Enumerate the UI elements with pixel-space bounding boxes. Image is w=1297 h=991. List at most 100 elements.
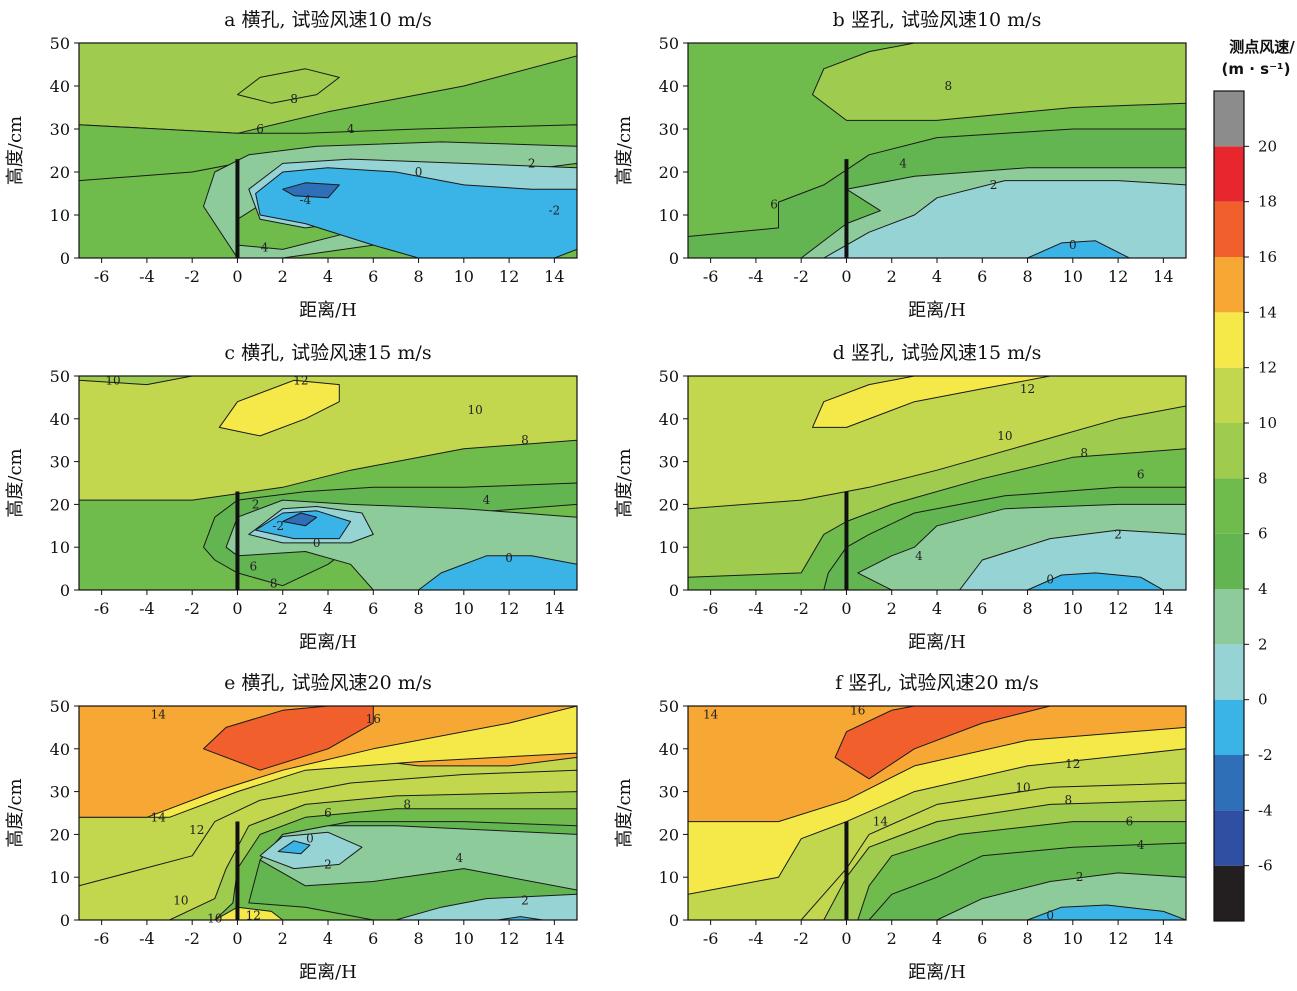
- y-tick-label: 30: [659, 783, 679, 802]
- colorbar-swatch: [1214, 423, 1244, 478]
- colorbar-title-line1: 测点风速/: [1229, 38, 1295, 56]
- x-tick-label: -4: [748, 267, 764, 286]
- y-tick-label: 0: [669, 911, 679, 930]
- x-tick-label: 4: [323, 267, 333, 286]
- contour-label: 2: [1076, 870, 1084, 884]
- contour-label: 14: [873, 815, 889, 829]
- colorbar: 测点风速/ (m · s⁻¹) -6-4-202468101214161820: [1214, 38, 1295, 921]
- x-tick-label: 2: [887, 267, 897, 286]
- panel-b: 8 4 2 6 0 -6 -4 -2 0 2 4 6 8 10 12 14 0 10 20 30 40 50 b 竖孔, 试…: [614, 9, 1186, 321]
- x-tick-label: 0: [841, 599, 851, 618]
- x-tick-label: -4: [139, 599, 155, 618]
- contour-label: 12: [1020, 382, 1035, 396]
- y-axis-label: 高度/cm: [614, 778, 635, 847]
- x-tick-label: -2: [184, 929, 200, 948]
- x-tick-label: -2: [184, 267, 200, 286]
- y-tick-label: 30: [50, 120, 70, 139]
- contour-label: 10: [207, 912, 222, 926]
- contour-label: 2: [990, 178, 998, 192]
- x-tick-label: -6: [703, 599, 719, 618]
- x-tick-label: 14: [544, 929, 564, 948]
- contour-label: 12: [1065, 757, 1080, 771]
- colorbar-tick-label: -6: [1258, 857, 1273, 875]
- x-tick-label: -4: [139, 929, 155, 948]
- contour-label: 4: [347, 122, 355, 136]
- colorbar-swatch: [1214, 755, 1244, 810]
- colorbar-title-line2: (m · s⁻¹): [1222, 60, 1291, 78]
- y-tick-label: 20: [50, 163, 70, 182]
- x-tick-label: 6: [368, 267, 378, 286]
- contour-label: 0: [415, 165, 423, 179]
- colorbar-swatch: [1214, 644, 1244, 699]
- x-tick-label: 14: [1153, 267, 1173, 286]
- contour-label: -2: [549, 204, 561, 218]
- panel-e: 14 1614126802 421010 12-6 -4 -2 0 2 4 6 8 10 12 14010…: [5, 672, 577, 983]
- y-tick-label: 10: [50, 206, 70, 225]
- x-tick-label: -2: [184, 599, 200, 618]
- x-tick-label: 10: [454, 267, 474, 286]
- colorbar-tick-label: 2: [1258, 635, 1268, 653]
- x-tick-label: 2: [887, 929, 897, 948]
- x-tick-label: 0: [232, 267, 242, 286]
- y-axis-label: 高度/cm: [5, 778, 26, 847]
- x-tick-label: -6: [703, 929, 719, 948]
- panels-group: 86 420-4-24-6 -4 -2 0 2 4 6 8 10 12 1401020304050a …: [5, 9, 1186, 983]
- contour-label: 4: [455, 851, 463, 865]
- x-tick-label: 10: [1063, 267, 1083, 286]
- colorbar-swatch: [1214, 202, 1244, 257]
- x-tick-label: 6: [977, 929, 987, 948]
- y-tick-label: 20: [50, 495, 70, 514]
- x-axis-label: 距离/H: [299, 300, 357, 321]
- y-tick-label: 40: [50, 740, 70, 759]
- x-tick-label: 0: [232, 599, 242, 618]
- x-tick-label: 14: [544, 267, 564, 286]
- contour-label: 2: [324, 857, 332, 871]
- x-axis-label: 距离/H: [299, 632, 357, 653]
- contour-label: 0: [313, 536, 321, 550]
- colorbar-tick-label: 8: [1258, 469, 1268, 487]
- x-tick-label: 10: [454, 929, 474, 948]
- x-tick-label: 12: [499, 267, 519, 286]
- x-tick-label: 0: [841, 929, 851, 948]
- contour-label: 6: [256, 122, 264, 136]
- x-tick-label: 6: [977, 599, 987, 618]
- y-tick-label: 30: [659, 453, 679, 472]
- x-axis-label: 距离/H: [908, 962, 966, 983]
- colorbar-swatch: [1214, 700, 1244, 755]
- y-tick-label: 0: [60, 581, 70, 600]
- contour-label: 0: [1069, 238, 1077, 252]
- x-tick-label: 12: [1108, 267, 1128, 286]
- contour-label: 2: [528, 156, 536, 170]
- x-tick-label: 12: [1108, 929, 1128, 948]
- x-tick-label: 10: [1063, 929, 1083, 948]
- x-tick-label: 4: [932, 929, 942, 948]
- x-axis-label: 距离/H: [299, 962, 357, 983]
- y-tick-label: 20: [50, 825, 70, 844]
- x-tick-label: 8: [413, 267, 423, 286]
- colorbar-tick-label: -4: [1258, 801, 1273, 819]
- x-tick-label: 2: [278, 929, 288, 948]
- contour-label: 8: [270, 577, 278, 591]
- x-tick-label: 8: [413, 929, 423, 948]
- y-tick-label: 30: [50, 453, 70, 472]
- colorbar-swatch: [1214, 478, 1244, 533]
- x-tick-label: 14: [1153, 929, 1173, 948]
- x-axis-label: 距离/H: [908, 300, 966, 321]
- x-tick-label: 6: [368, 599, 378, 618]
- contour-label: 14: [151, 708, 167, 722]
- x-tick-label: 8: [1022, 599, 1032, 618]
- contour-label: 6: [249, 559, 257, 573]
- panel-c: 10 1210842-20068-6 -4 -2 0 2 4 6 8 10 12 1401020304…: [5, 342, 577, 653]
- colorbar-swatch: [1214, 91, 1244, 146]
- contour-label: -4: [300, 193, 312, 207]
- y-tick-label: 20: [659, 825, 679, 844]
- y-tick-label: 10: [659, 206, 679, 225]
- x-tick-label: 4: [932, 599, 942, 618]
- x-tick-label: -4: [748, 599, 764, 618]
- x-tick-label: 8: [1022, 267, 1032, 286]
- colorbar-tick-label: 16: [1258, 248, 1277, 266]
- x-tick-label: 6: [368, 929, 378, 948]
- colorbar-swatch: [1214, 589, 1244, 644]
